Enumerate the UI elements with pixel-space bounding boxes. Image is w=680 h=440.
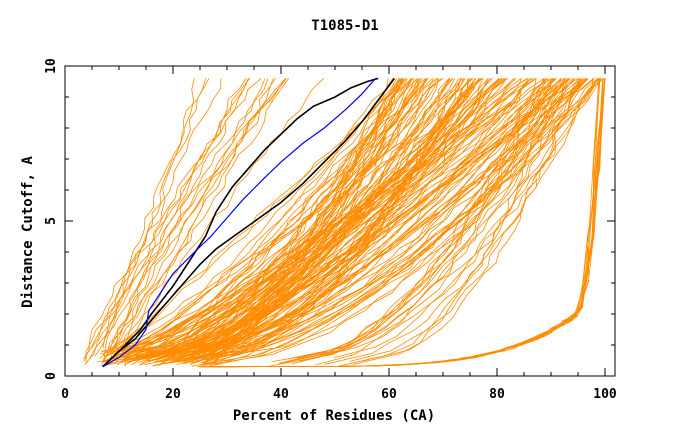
model-curve [109, 78, 266, 360]
model-curve [164, 78, 547, 357]
model-curve [315, 78, 553, 366]
model-curve [121, 78, 502, 362]
model-curve [184, 78, 504, 353]
model-curve [123, 78, 426, 355]
reference-series-line [102, 77, 379, 368]
model-curve [209, 78, 557, 366]
model-curve [104, 78, 207, 359]
model-curve [102, 78, 290, 361]
model-curve [136, 78, 536, 357]
model-curve [363, 78, 579, 362]
model-curve [210, 78, 433, 359]
highlight-series-line [102, 78, 376, 368]
model-curve [94, 78, 286, 357]
model-curve [84, 78, 251, 366]
y-tick-label: 5 [44, 217, 59, 225]
model-curve [295, 78, 569, 360]
model-curve [139, 78, 528, 366]
model-curve [191, 78, 421, 358]
model-curve [166, 78, 599, 364]
model-curve [333, 78, 587, 359]
model-curve [109, 78, 247, 353]
x-tick-label: 40 [273, 387, 289, 402]
model-curve [102, 78, 578, 362]
model-curve [101, 78, 534, 353]
model-curve [279, 78, 550, 365]
y-axis-label: Distance Cutoff, A [20, 156, 36, 308]
model-curve [150, 78, 428, 362]
model-curve [102, 78, 210, 349]
model-curve [167, 78, 408, 352]
x-tick-label: 0 [61, 387, 69, 402]
model-curve [213, 78, 582, 358]
model-curve [114, 78, 585, 359]
model-curve [89, 78, 249, 360]
model-curve [103, 78, 474, 359]
model-curve [213, 78, 463, 362]
model-curve [147, 78, 570, 354]
model-curve [100, 78, 456, 367]
model-curves [83, 78, 606, 368]
model-curve [289, 78, 570, 359]
model-curve [202, 78, 507, 364]
model-curve [102, 78, 515, 363]
model-curve [155, 78, 602, 354]
model-curve [279, 78, 575, 364]
model-curve [124, 78, 195, 367]
model-curve [111, 78, 286, 350]
model-curve [115, 78, 274, 363]
model-curve [100, 78, 450, 352]
y-tick-label: 10 [44, 58, 59, 74]
y-tick-labels: 0 5 10 [44, 58, 59, 380]
model-curve [200, 78, 461, 363]
axis-ticks [64, 65, 615, 377]
model-curve [137, 78, 394, 363]
model-curve [156, 78, 414, 366]
model-curve [205, 78, 473, 358]
x-tick-label: 60 [381, 387, 397, 402]
model-curve [178, 78, 477, 363]
model-curve [207, 78, 454, 365]
x-axis-label: Percent of Residues (CA) [233, 408, 435, 424]
model-curve [349, 78, 566, 362]
model-curve [176, 78, 594, 365]
model-curve [189, 78, 570, 366]
highlight-curves [102, 77, 396, 368]
model-curve [299, 78, 582, 362]
model-curve [116, 78, 325, 358]
model-curve [270, 78, 594, 367]
model-curve [101, 78, 288, 365]
model-curve [155, 78, 556, 363]
model-curve [123, 78, 413, 361]
model-curve [114, 78, 406, 353]
model-curve [130, 78, 429, 352]
model-curve [201, 78, 554, 366]
model-curve [205, 78, 403, 362]
y-tick-label: 0 [44, 372, 59, 380]
model-curve [83, 78, 269, 359]
model-curve [171, 78, 402, 362]
model-curve [127, 78, 439, 363]
model-curve [281, 78, 547, 363]
model-curve [107, 78, 403, 362]
model-curve [144, 78, 588, 365]
plot-area [64, 65, 616, 377]
model-curve [204, 78, 589, 357]
model-curve [90, 78, 222, 349]
model-curve [210, 78, 605, 368]
chart-title: T1085-D1 [311, 18, 378, 34]
model-curve [338, 78, 579, 367]
model-curve [324, 78, 603, 365]
x-tick-labels: 0 20 40 60 80 100 [61, 387, 617, 402]
x-tick-label: 100 [593, 387, 617, 402]
model-curve [299, 78, 598, 360]
model-curve [195, 78, 470, 362]
x-tick-label: 20 [165, 387, 181, 402]
x-tick-label: 80 [489, 387, 505, 402]
model-curve [153, 78, 413, 364]
